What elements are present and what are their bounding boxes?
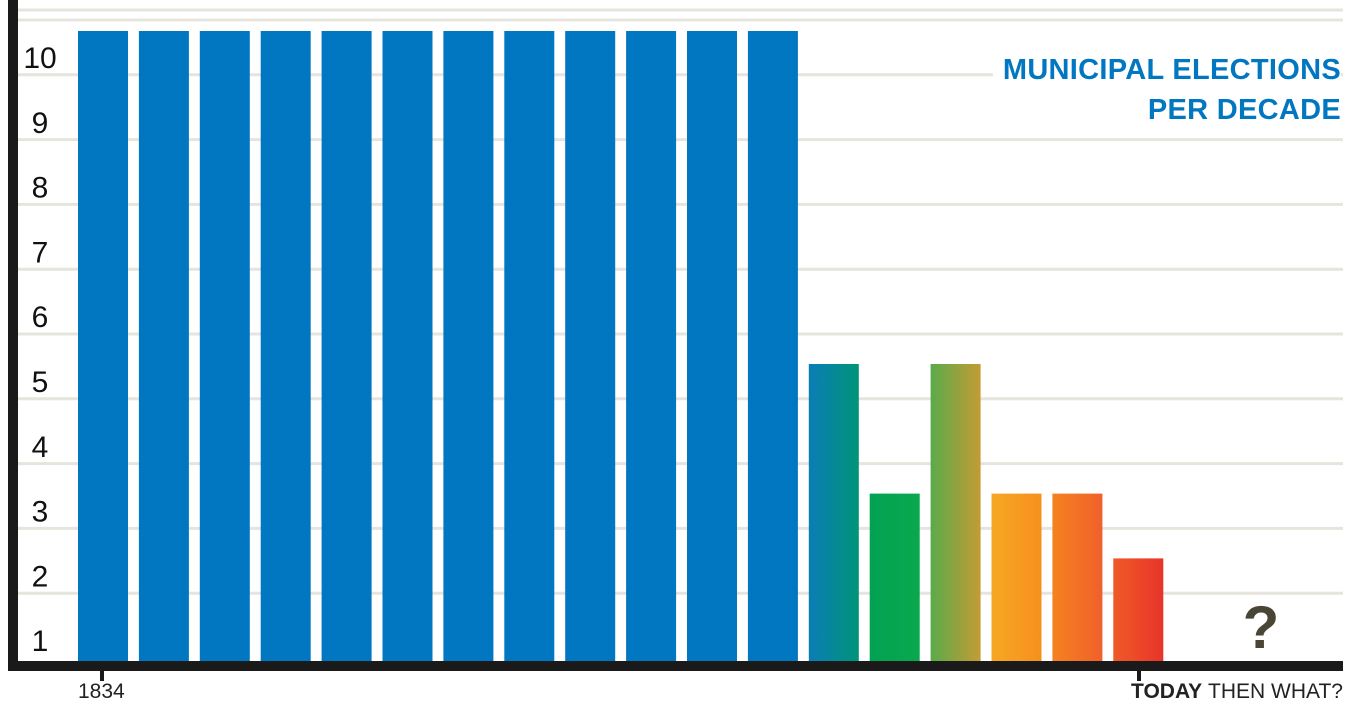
x-axis-today-label: TODAY	[1131, 680, 1203, 703]
y-tick-label: 5	[32, 366, 49, 399]
bar	[138, 31, 189, 664]
bar	[565, 31, 616, 664]
axes	[8, 0, 1343, 681]
y-tick-label: 9	[32, 107, 49, 140]
y-tick-label: 4	[32, 431, 49, 464]
y-tick-label: 3	[32, 496, 49, 529]
y-tick-labels: 1 2 3 4 5 6 7 8 9 10	[23, 42, 56, 658]
bar	[199, 31, 250, 664]
bar	[382, 31, 433, 664]
x-axis-line	[8, 661, 1343, 671]
bar	[808, 364, 859, 664]
bar	[504, 31, 555, 664]
y-tick-label: 7	[32, 236, 49, 269]
bar	[687, 31, 737, 664]
bar	[321, 31, 372, 664]
x-axis-start-label: 1834	[78, 680, 125, 703]
bar	[869, 493, 920, 664]
bar	[991, 493, 1042, 664]
y-tick-label: 6	[32, 301, 49, 334]
future-question-mark: ?	[1243, 594, 1280, 661]
y-tick-label: 2	[32, 560, 49, 593]
bar	[747, 31, 798, 664]
chart-title-line-1: MUNICIPAL ELECTIONS	[992, 52, 1341, 88]
y-tick-label: 1	[32, 625, 49, 658]
bar	[78, 31, 128, 664]
x-axis-end-label: TODAY THEN WHAT?	[1131, 680, 1343, 704]
x-axis-then-what-label: THEN WHAT?	[1208, 680, 1343, 703]
chart-title-line-2: PER DECADE	[1137, 92, 1341, 128]
x-tick-today	[1137, 665, 1141, 681]
bar	[930, 364, 981, 664]
bar	[1113, 558, 1164, 664]
bar	[260, 31, 311, 664]
bars	[78, 31, 1164, 664]
y-axis-line	[8, 0, 18, 671]
bar	[1052, 493, 1103, 664]
x-tick-start	[100, 665, 104, 681]
bar	[443, 31, 494, 664]
bar	[626, 31, 677, 664]
y-tick-label: 8	[32, 172, 49, 205]
y-tick-label: 10	[23, 42, 56, 75]
